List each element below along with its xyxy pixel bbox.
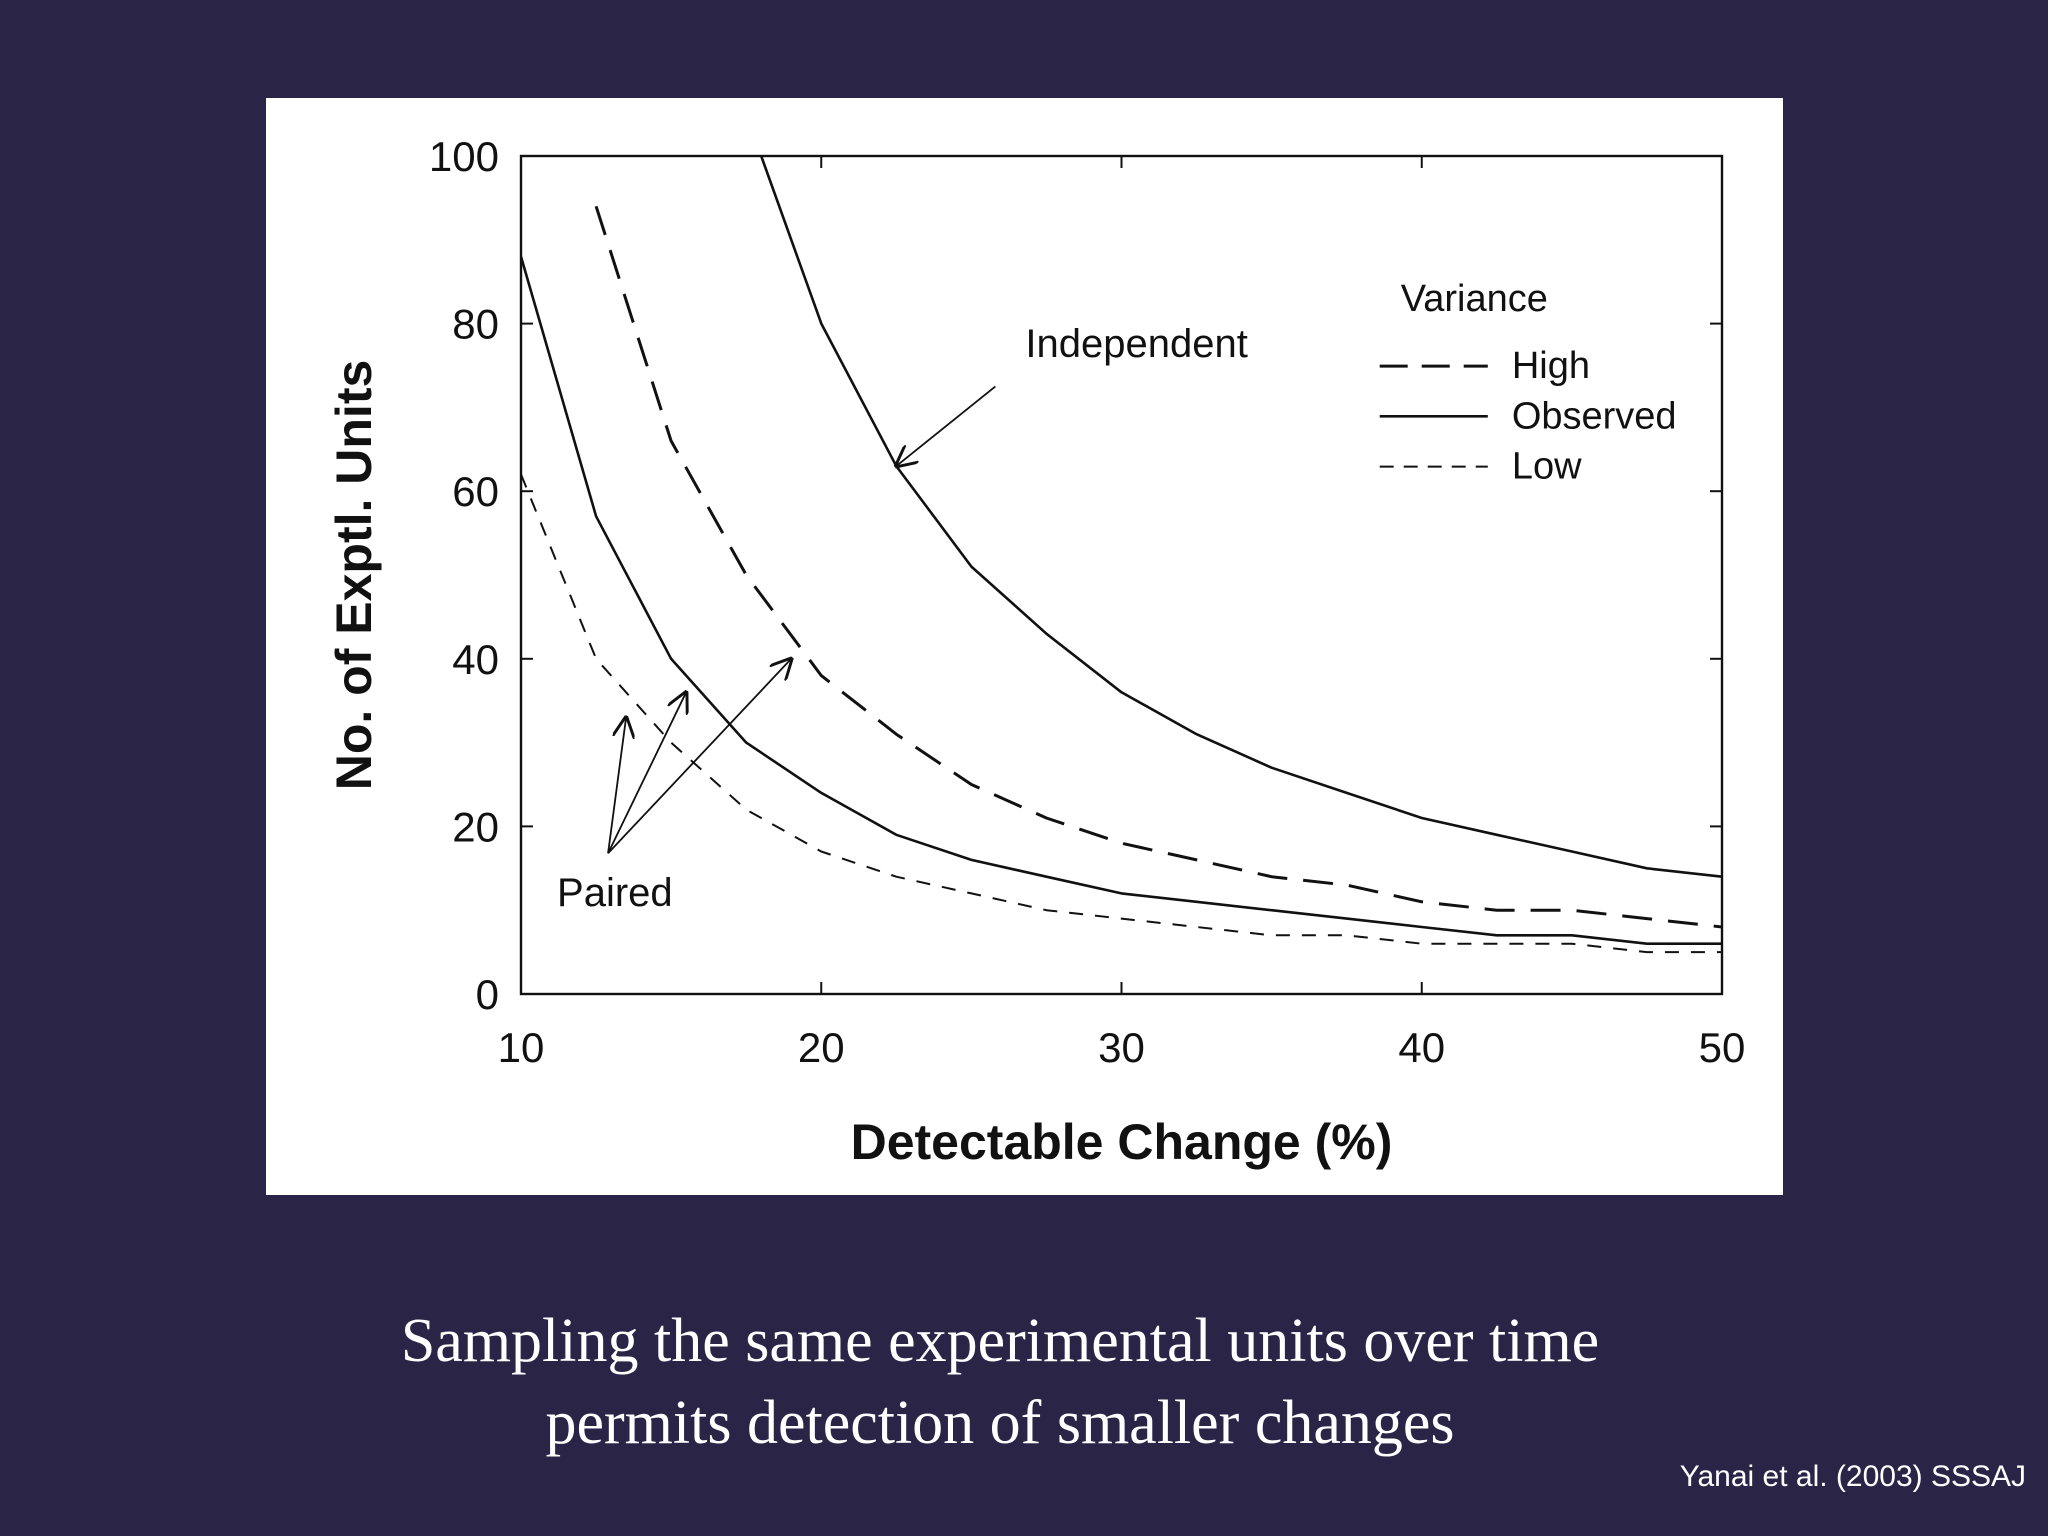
y-axis-title: No. of Exptl. Units [326,360,382,791]
x-axis-title: Detectable Change (%) [851,1114,1393,1170]
annotation-paired: Paired [557,871,673,915]
legend-label-low: Low [1512,446,1582,488]
y-tick-label: 80 [452,301,499,348]
citation: Yanai et al. (2003) SSSAJ [1679,1460,2026,1493]
caption-line-1: Sampling the same experimental units ove… [400,1307,1600,1375]
y-tick-label: 60 [452,468,499,515]
line-chart: 10 20 30 40 50 0 20 40 60 80 100 Detectable Change … [326,133,1746,1170]
arrow-paired [607,692,686,854]
arrow-paired [607,717,626,854]
x-tick-label: 40 [1398,1024,1445,1071]
caption-line-2: permits detection of smaller changes [545,1389,1455,1457]
x-tick-label: 10 [498,1024,545,1071]
series-paired-high [594,205,1723,929]
legend-title: Variance [1401,278,1548,320]
series-paired-low [520,474,1722,954]
annotation-independent: Independent [1025,322,1247,366]
arrow-paired [607,659,791,854]
x-tick-label: 50 [1699,1024,1746,1071]
arrow-independent [896,385,996,466]
slide-caption: Sampling the same experimental units ove… [0,1300,2000,1464]
y-tick-label: 100 [429,133,499,180]
chart-panel: 10 20 30 40 50 0 20 40 60 80 100 Detectable Change … [266,98,1783,1195]
y-tick-label: 40 [452,636,499,683]
legend-label-observed: Observed [1512,395,1677,437]
x-tick-label: 20 [798,1024,845,1071]
y-tick-label: 0 [476,971,499,1018]
legend-label-high: High [1512,345,1590,387]
series-independent-observed [759,155,1723,878]
y-tick-label: 20 [452,803,499,850]
series-paired-observed [519,256,1722,946]
x-tick-label: 30 [1098,1024,1145,1071]
